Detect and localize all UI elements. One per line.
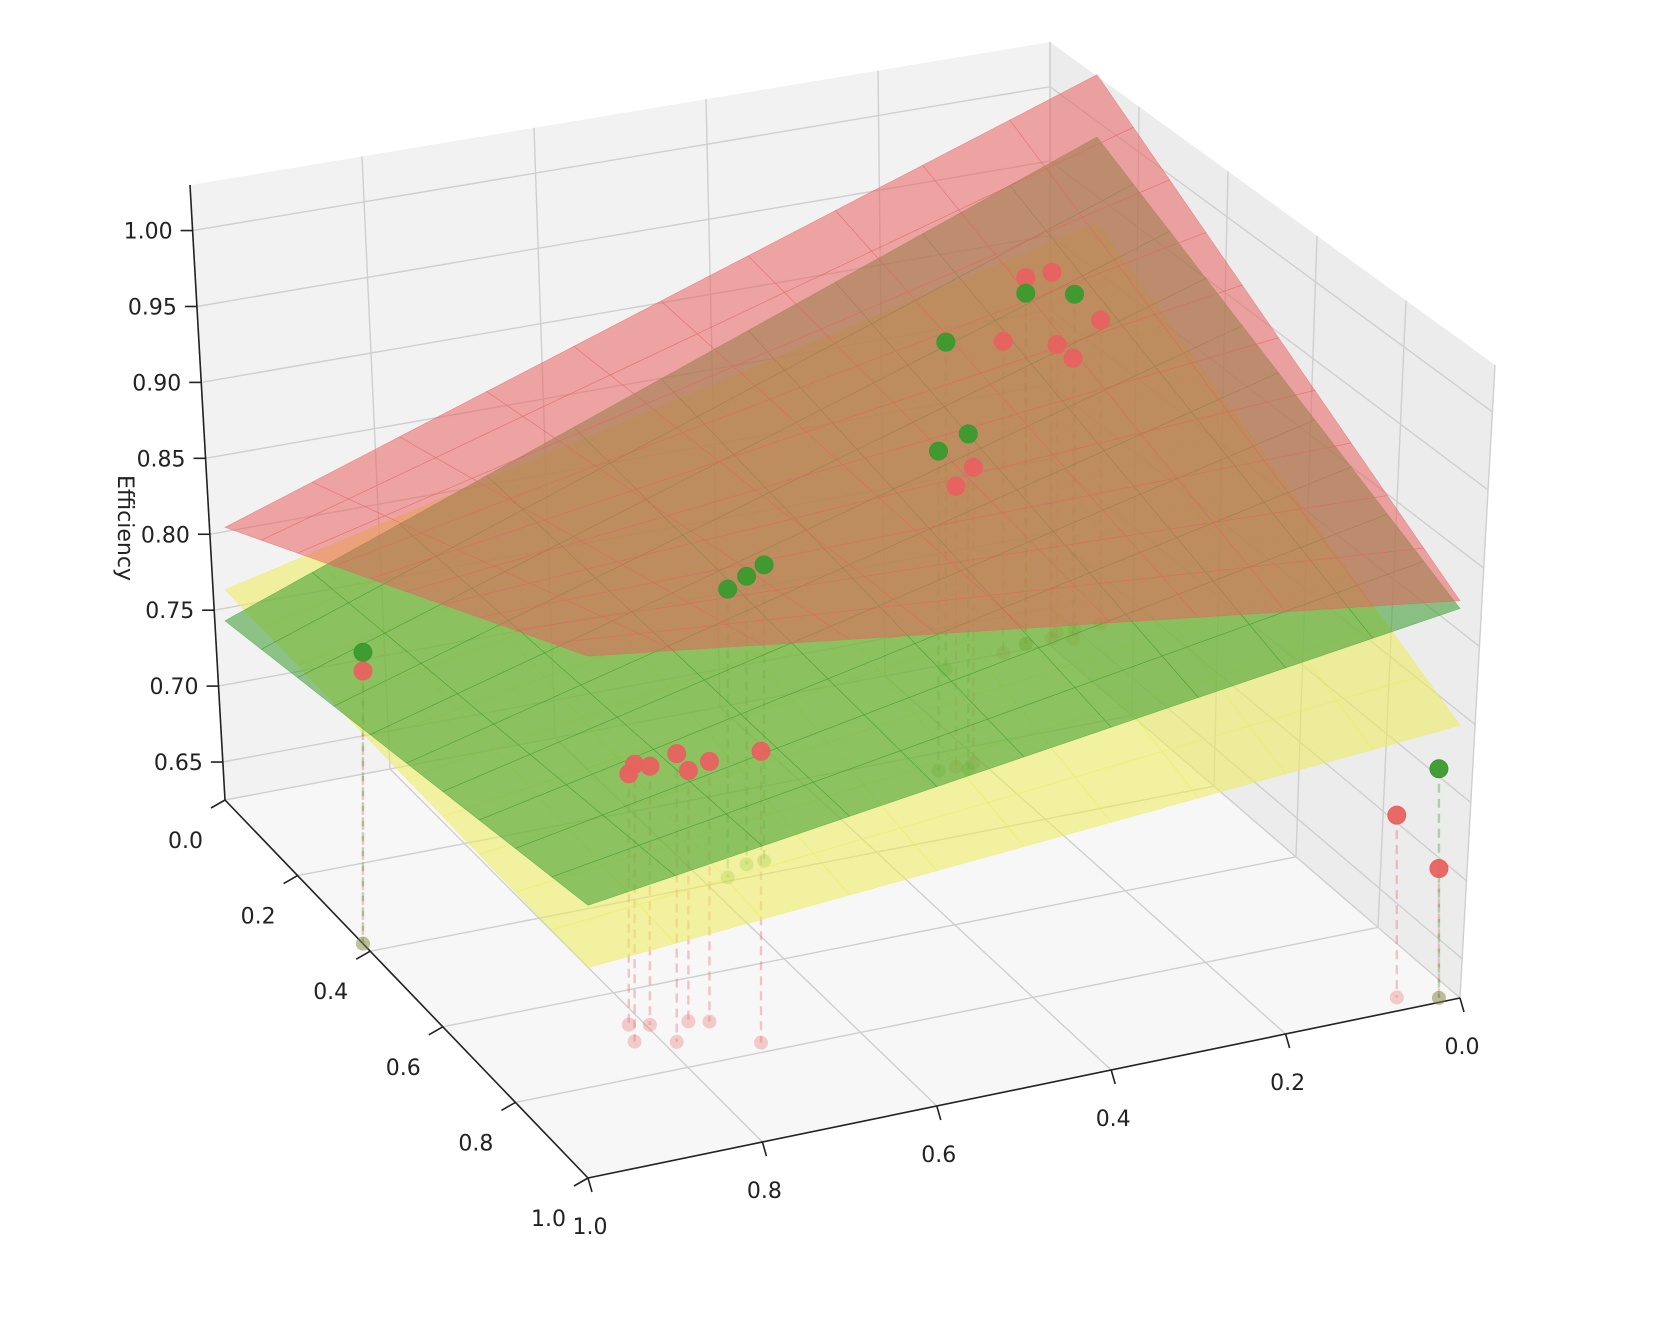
z-tick-label: 0.95 — [128, 295, 177, 320]
y-tick-label: 0.0 — [168, 829, 203, 854]
y-tick-label: 0.4 — [313, 980, 348, 1005]
x-tick-mark — [761, 1141, 768, 1157]
data-point — [1016, 283, 1036, 303]
surface-0 — [224, 74, 1461, 657]
x-tick-label: 0.6 — [921, 1143, 956, 1168]
data-point — [353, 661, 373, 681]
data-point — [1064, 284, 1084, 304]
data-point — [667, 744, 687, 764]
y-tick-mark — [501, 1101, 516, 1112]
x-tick-label: 0.8 — [747, 1179, 782, 1204]
y-tick-mark — [428, 1026, 444, 1036]
x-tick-label: 0.0 — [1445, 1035, 1480, 1060]
data-point — [1091, 310, 1111, 330]
x-axis-line — [587, 997, 1461, 1179]
point-shadow — [355, 936, 370, 951]
point-shadow — [681, 1014, 696, 1029]
data-point — [737, 566, 757, 586]
y-tick-mark — [573, 1177, 589, 1187]
point-shadow — [621, 1017, 636, 1032]
x-tick-mark — [1110, 1069, 1116, 1085]
data-point — [754, 555, 774, 575]
data-point — [751, 741, 771, 761]
y-tick-label: 0.8 — [458, 1131, 493, 1156]
y-tick-label: 1.0 — [531, 1207, 566, 1232]
point-shadow — [669, 1034, 684, 1049]
z-tick-label: 0.65 — [154, 751, 203, 776]
data-point — [1387, 805, 1407, 825]
x-tick-label: 0.2 — [1270, 1071, 1305, 1096]
point-shadow — [642, 1017, 657, 1032]
point-shadow — [627, 1034, 642, 1049]
z-tick-label: 0.75 — [145, 599, 194, 624]
z-tick-label: 0.80 — [141, 523, 190, 548]
y-tick-label: 0.6 — [386, 1056, 421, 1081]
z-tick-label: 0.85 — [137, 447, 186, 472]
data-point — [993, 331, 1013, 351]
data-point — [1429, 759, 1449, 779]
x-tick-mark — [936, 1105, 942, 1121]
data-point — [678, 761, 698, 781]
y-tick-mark — [210, 799, 226, 809]
y-tick-mark — [283, 874, 298, 885]
point-shadow — [1389, 990, 1404, 1005]
axis-lines — [189, 184, 1461, 1179]
z-tick-label: 1.00 — [124, 220, 173, 245]
surface-patch — [224, 481, 350, 541]
data-points — [353, 262, 1449, 879]
point-shadow — [754, 1035, 769, 1050]
data-point — [1429, 859, 1449, 879]
point-shadow — [1431, 990, 1446, 1005]
x-tick-label: 1.0 — [573, 1215, 608, 1240]
z-axis-label: Efficiency — [112, 475, 137, 581]
y-axis-line — [224, 799, 589, 1179]
z-axis-line — [189, 184, 226, 801]
y-tick-label: 0.2 — [241, 905, 276, 930]
data-point — [699, 751, 719, 771]
point-shadow — [702, 1014, 717, 1029]
data-point — [1063, 348, 1083, 368]
point-shadow — [355, 936, 370, 951]
data-point — [929, 441, 948, 461]
y-tick-mark — [355, 950, 371, 960]
data-point — [946, 476, 966, 496]
surface-patch — [224, 572, 350, 650]
point-shadow — [1431, 990, 1446, 1005]
data-point — [1047, 335, 1067, 355]
x-tick-mark — [1459, 997, 1465, 1013]
x-tick-mark — [1284, 1033, 1291, 1049]
data-point — [958, 424, 978, 444]
data-point — [963, 457, 983, 477]
data-point — [625, 754, 645, 774]
data-point — [1042, 262, 1062, 282]
data-point — [353, 642, 373, 662]
tick-labels: 0.65 0.70 0.75 0.80 0.85 0.90 0.95 1.00 0.0 0.2 0.… — [124, 220, 1480, 1240]
x-tick-mark — [587, 1177, 593, 1193]
z-tick-label: 0.70 — [150, 675, 199, 700]
data-point — [718, 579, 738, 599]
z-tick-label: 0.90 — [132, 371, 181, 396]
data-point — [936, 332, 956, 352]
x-tick-label: 0.4 — [1096, 1107, 1131, 1132]
